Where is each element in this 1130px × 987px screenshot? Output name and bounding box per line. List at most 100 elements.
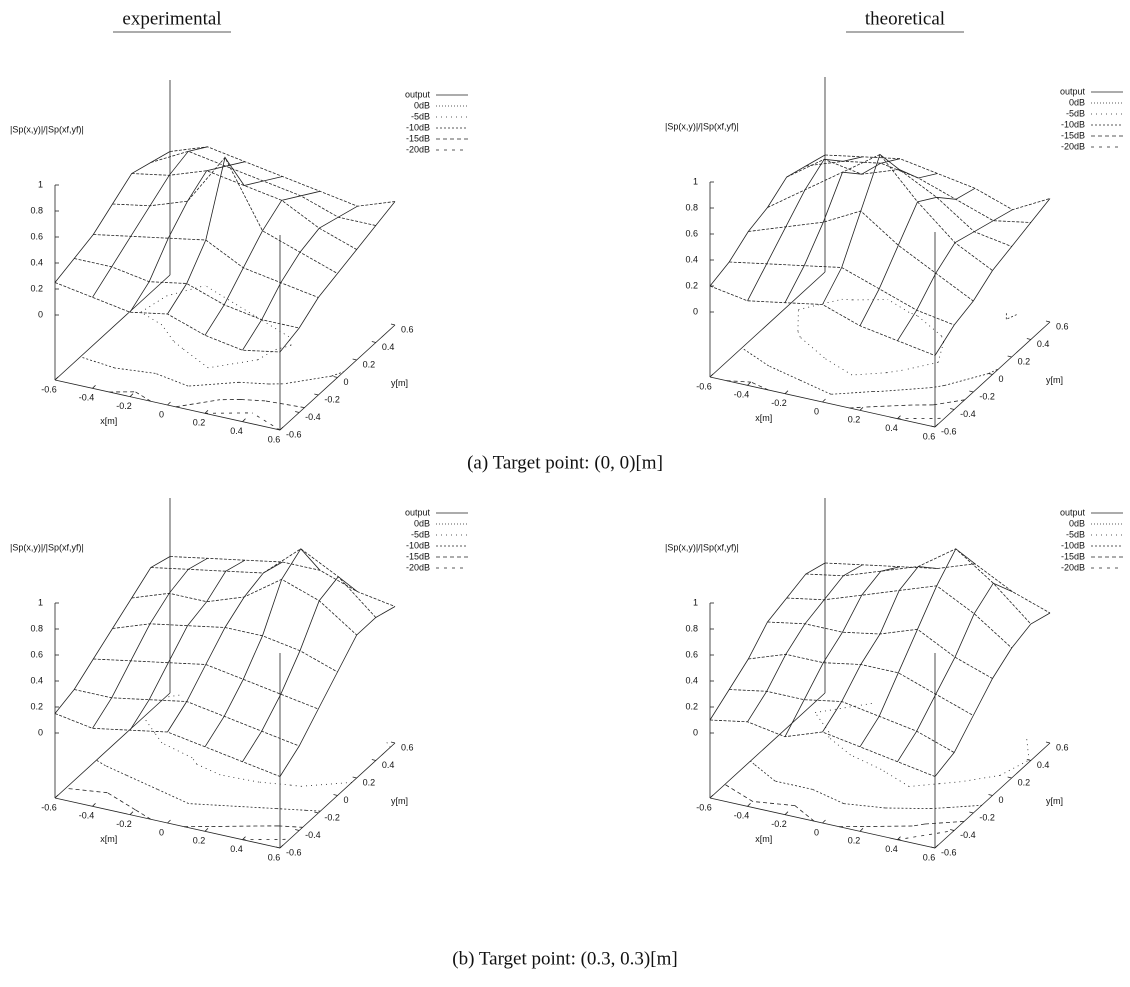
z-tick-label: 0: [38, 309, 43, 319]
mesh-line: [729, 689, 955, 753]
y-tick: [333, 794, 338, 796]
mesh-line: [786, 158, 1012, 247]
x-tick: [242, 418, 246, 422]
mesh-line: [129, 559, 246, 731]
mesh-line: [747, 156, 863, 301]
column-title: experimental: [122, 8, 221, 29]
mesh-line: [242, 205, 358, 351]
y-tick-label: 0.2: [1018, 356, 1031, 366]
floor-edge: [709, 692, 826, 799]
contour: [741, 312, 1017, 395]
mesh-line: [897, 209, 1013, 341]
y-tick: [333, 376, 338, 378]
x-tick: [92, 385, 96, 389]
mesh-line: [131, 578, 357, 636]
z-tick-label: 0.4: [30, 257, 43, 267]
x-tick-label: 0.4: [230, 426, 243, 436]
z-tick-label: 0.8: [30, 205, 43, 215]
y-tick-label: 0: [999, 795, 1004, 805]
x-tick-label: -0.2: [771, 398, 787, 408]
floor-edge: [54, 692, 171, 799]
mesh-line: [934, 612, 1051, 777]
y-tick-label: 0: [999, 374, 1004, 384]
y-tick-label: -0.4: [305, 412, 321, 422]
legend-label: -10dB: [1061, 540, 1085, 550]
x-tick-label: -0.6: [41, 384, 57, 394]
z-tick-label: 0.8: [685, 202, 698, 212]
y-tick-label: 0.6: [401, 742, 414, 752]
x-tick-label: -0.2: [116, 819, 132, 829]
y-tick-label: 0.4: [382, 760, 395, 770]
mesh-line: [805, 160, 1031, 223]
mesh-line: [767, 154, 993, 271]
z-tick-label: 0.6: [685, 649, 698, 659]
mesh-line: [204, 190, 321, 336]
x-tick: [129, 393, 134, 397]
y-tick-label: 0.4: [382, 342, 395, 352]
z-tick-label: 0: [693, 727, 698, 737]
legend-label: -15dB: [1061, 130, 1085, 140]
contour: [750, 760, 982, 809]
mesh-line: [709, 562, 826, 721]
mesh-line: [709, 154, 826, 287]
y-tick-label: 0: [344, 795, 349, 805]
z-tick-label: 0.4: [685, 254, 698, 264]
mesh-line: [74, 689, 300, 747]
contour: [204, 412, 281, 431]
x-tick-label: 0.2: [193, 836, 206, 846]
legend-label: -10dB: [1061, 119, 1085, 129]
y-tick-label: 0.2: [363, 359, 376, 369]
mesh-line: [709, 285, 936, 356]
y-tick: [390, 323, 396, 326]
x-tick-label: 0.4: [230, 844, 243, 854]
legend-label: -5dB: [411, 529, 430, 539]
x-tick: [167, 819, 171, 824]
z-axis-label: |Sp(x,y)|/|Sp(xf,yf)|: [665, 121, 739, 131]
mesh-line: [93, 658, 319, 710]
legend-label: -15dB: [406, 551, 430, 561]
contour: [897, 830, 955, 841]
y-tick-label: 0.6: [401, 324, 414, 334]
legend-label: -5dB: [1066, 108, 1085, 118]
y-tick: [371, 341, 376, 343]
x-tick-label: -0.2: [116, 401, 132, 411]
z-tick-label: 0.4: [685, 675, 698, 685]
x-tick-label: 0.2: [193, 418, 206, 428]
z-tick-label: 1: [693, 176, 698, 186]
mesh-line: [112, 156, 338, 274]
y-tick-label: -0.2: [979, 812, 995, 822]
x-tick: [167, 401, 171, 406]
x-tick-label: -0.2: [771, 819, 787, 829]
x-axis-label: x[m]: [755, 834, 772, 844]
x-tick-label: 0.6: [923, 431, 936, 441]
z-tick-label: 0: [693, 306, 698, 316]
x-tick-label: 0.6: [923, 852, 936, 862]
legend-label: -5dB: [411, 111, 430, 121]
x-tick: [92, 803, 96, 807]
mesh-line: [784, 566, 901, 737]
z-tick-label: 0.2: [685, 280, 698, 290]
z-tick-label: 0.6: [30, 231, 43, 241]
x-tick: [204, 410, 209, 414]
contour: [96, 759, 321, 812]
mesh-line: [279, 201, 396, 353]
y-tick-label: -0.6: [286, 847, 302, 857]
floor-edge: [709, 271, 826, 378]
y-tick-label: 0.2: [1018, 777, 1031, 787]
mesh-line: [729, 261, 955, 326]
y-axis-label: y[m]: [391, 796, 408, 806]
y-tick: [295, 829, 300, 831]
y-tick: [352, 358, 357, 361]
mesh-line: [74, 258, 300, 329]
mesh-line: [824, 154, 1051, 211]
y-tick-label: 0.2: [363, 777, 376, 787]
legend-label: -20dB: [1061, 562, 1085, 572]
x-tick: [709, 373, 714, 378]
x-tick: [897, 836, 901, 840]
y-tick-label: -0.6: [941, 847, 957, 857]
y-tick-label: 0: [344, 377, 349, 387]
mesh-line: [54, 713, 281, 777]
x-tick: [934, 844, 939, 849]
contour: [80, 356, 344, 387]
legend-label: 0dB: [414, 100, 430, 110]
